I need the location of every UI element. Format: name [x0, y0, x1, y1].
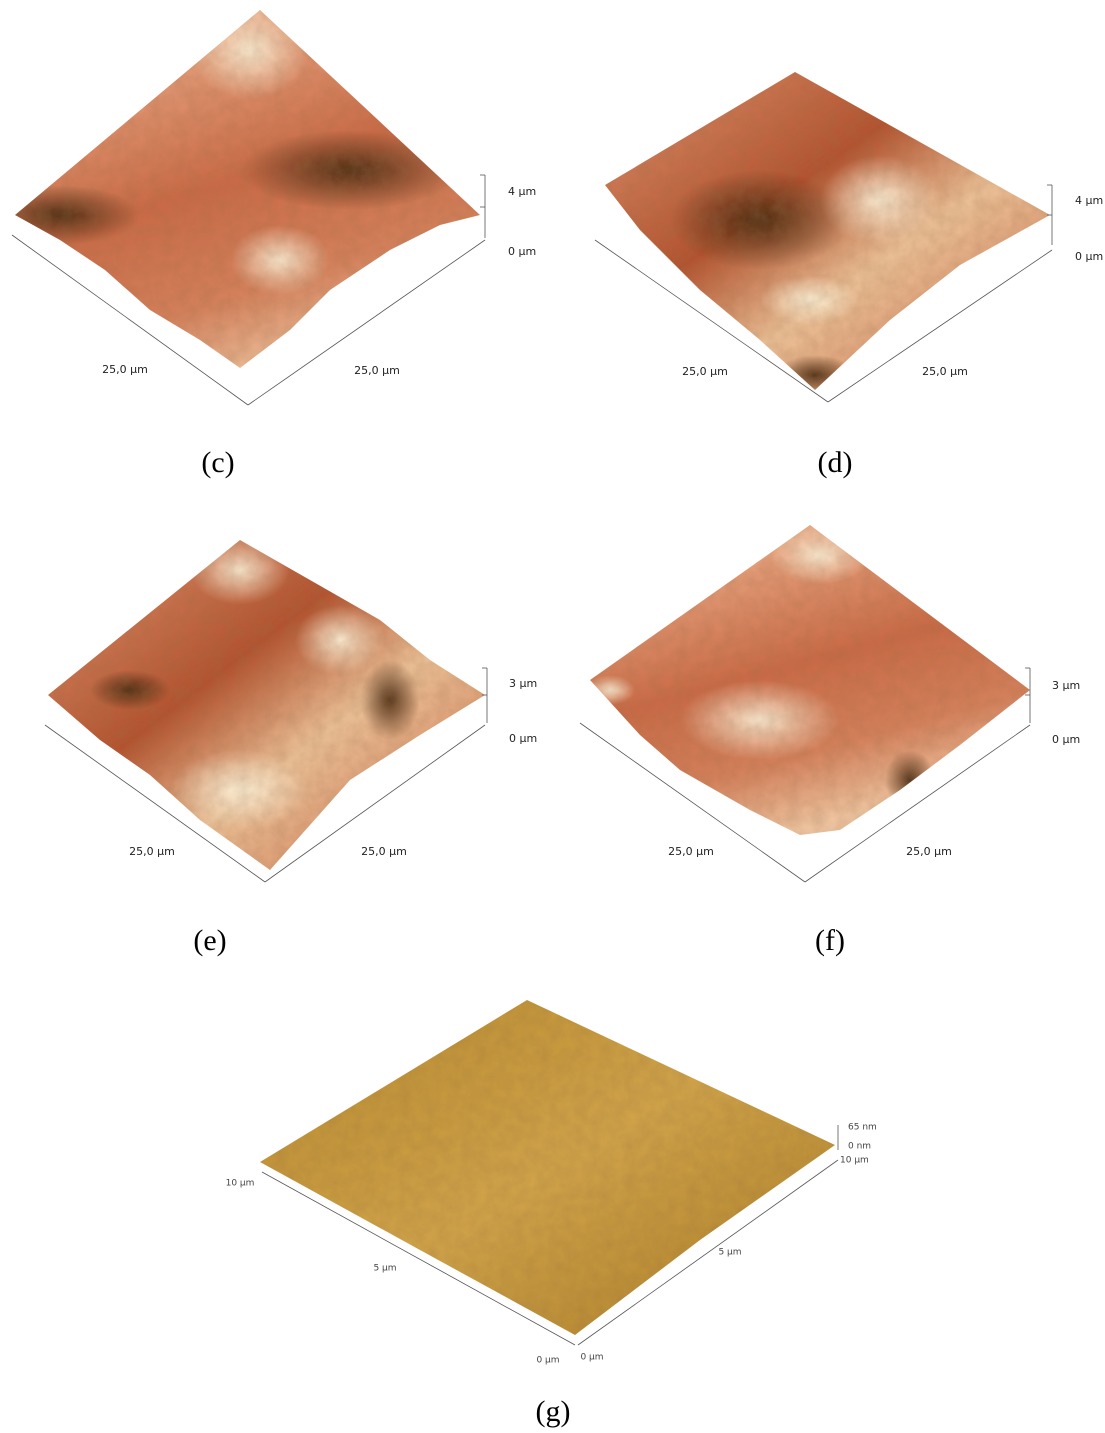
y-axis-label: 25,0 µm	[906, 845, 952, 858]
y-axis-label: 25,0 µm	[361, 845, 407, 858]
caption: (f)	[815, 924, 845, 957]
z-top-label: 3 µm	[509, 677, 537, 690]
z-top-label: 65 nm	[848, 1123, 877, 1133]
x-axis-label: 25,0 µm	[668, 845, 714, 858]
axes	[11, 174, 1053, 1346]
z-top-label: 3 µm	[1052, 679, 1080, 692]
z-bottom-label: 0 nm	[848, 1142, 871, 1152]
x-axis-label: 25,0 µm	[102, 363, 148, 376]
z-top-label: 4 µm	[508, 185, 536, 198]
left-end-label: 10 µm	[226, 1179, 255, 1189]
surface-g	[260, 1000, 835, 1335]
x-axis-label: 25,0 µm	[129, 845, 175, 858]
z-bottom-label: 0 µm	[1075, 250, 1103, 263]
z-bottom-label: 0 µm	[509, 732, 537, 745]
left-mid-label: 5 µm	[373, 1264, 396, 1274]
caption: (g)	[536, 1395, 571, 1428]
y-axis-label: 25,0 µm	[922, 365, 968, 378]
right-end-label: 10 µm	[840, 1156, 869, 1166]
surface-f	[590, 525, 1030, 835]
x-axis-label: 25,0 µm	[682, 365, 728, 378]
caption: (d)	[818, 446, 853, 479]
surface-e	[48, 540, 485, 870]
z-top-label: 4 µm	[1075, 194, 1103, 207]
right-origin-label: 0 µm	[580, 1353, 603, 1363]
y-axis-label: 25,0 µm	[354, 364, 400, 377]
z-bottom-label: 0 µm	[508, 245, 536, 258]
right-mid-label: 5 µm	[718, 1248, 741, 1258]
left-origin-label: 0 µm	[536, 1356, 559, 1366]
caption: (c)	[201, 446, 234, 479]
surface-c	[15, 10, 480, 368]
caption: (e)	[193, 924, 226, 957]
surface-d	[605, 72, 1050, 390]
z-bottom-label: 0 µm	[1052, 733, 1080, 746]
